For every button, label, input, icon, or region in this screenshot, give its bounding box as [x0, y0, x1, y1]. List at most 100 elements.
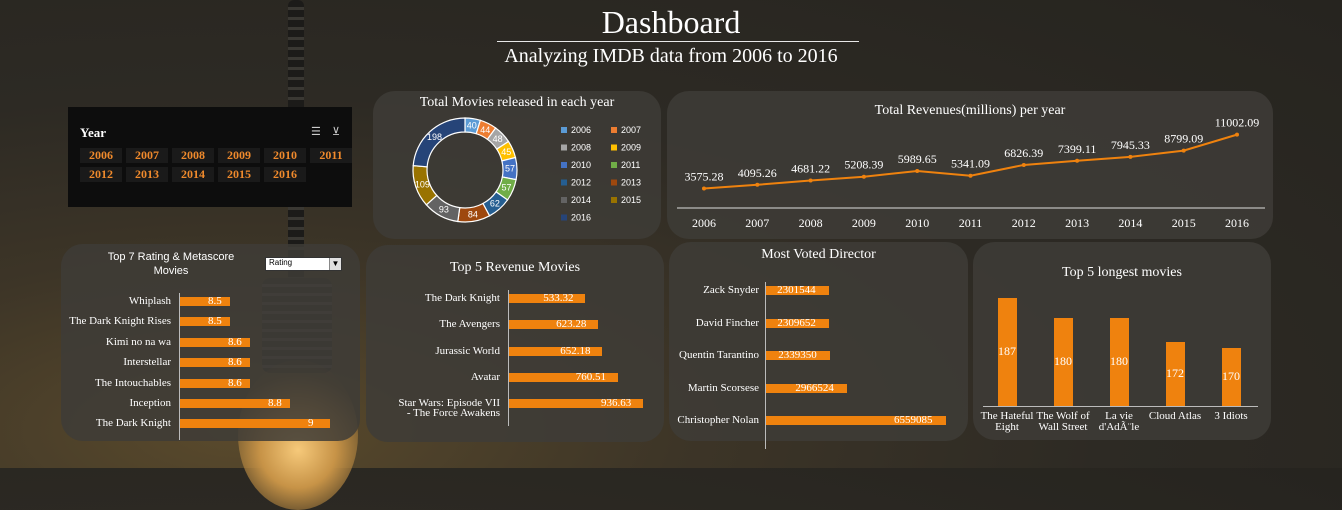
- y-axis-line: [179, 293, 180, 440]
- revenue-label-2014: 7945.33: [1111, 138, 1150, 152]
- year-button-2010[interactable]: 2010: [264, 148, 306, 163]
- legend-label-2012: 2012: [571, 178, 591, 188]
- bar: [509, 346, 603, 356]
- clear-filter-icon[interactable]: ⊻: [332, 126, 341, 138]
- revenue-label-2007: 4095.26: [738, 166, 777, 180]
- revenue-label-2009: 5208.39: [844, 158, 883, 172]
- bar: [180, 297, 230, 306]
- bar-value-label: 6559085: [894, 414, 933, 426]
- bar-category-label: The Intouchables: [94, 376, 171, 389]
- legend-label-2011: 2011: [621, 160, 640, 170]
- most-voted-director-title: Most Voted Director: [761, 247, 876, 262]
- top-revenue-panel: Top 5 Revenue Movies The Dark Knight 533.…: [366, 245, 664, 442]
- year-button-2013[interactable]: 2013: [126, 167, 168, 182]
- most-voted-director-panel: Most Voted Director Zack Snyder 2301544 Da…: [669, 242, 968, 449]
- legend-label-2016: 2016: [571, 213, 591, 223]
- bar-category-label: The Dark Knight: [95, 417, 171, 430]
- longest-movies-panel: Top 5 longest movies 187 The Hateful Eigh…: [973, 242, 1271, 440]
- bar-value-label: 8.5: [208, 315, 222, 328]
- bar-value-label: 9: [308, 417, 314, 430]
- y-axis-line: [508, 290, 509, 426]
- legend-label-2013: 2013: [621, 178, 641, 188]
- bar: [180, 317, 230, 327]
- revenue-per-year-title: Total Revenues(millions) per year: [874, 103, 1066, 118]
- legend-label-2006: 2006: [571, 125, 591, 135]
- bar: [766, 351, 831, 360]
- legend-label-2010: 2010: [571, 160, 591, 170]
- donut-label-2016: 198: [427, 132, 442, 142]
- legend-swatch-2008: [561, 144, 567, 151]
- top-rating-panel: Top 7 Rating & Metascore Movies Whiplash…: [61, 244, 360, 441]
- legend-swatch-2011: [611, 162, 617, 168]
- revenue-label-2016: 11002.09: [1215, 116, 1260, 130]
- bar: [1110, 318, 1129, 406]
- x-tick-2016: 2016: [1225, 216, 1249, 230]
- bar-value-label: 2966524: [795, 381, 834, 394]
- year-button-2011[interactable]: 2011: [310, 148, 352, 163]
- legend-swatch-2016: [561, 214, 567, 221]
- bar: [1054, 318, 1073, 406]
- bar-value-label: 8.6: [228, 335, 242, 348]
- x-tick-2006: 2006: [692, 216, 716, 230]
- bar: [509, 320, 599, 330]
- donut-label-2009: 45: [501, 147, 511, 157]
- revenue-point-2007: [755, 182, 760, 187]
- bar-category-label: The Dark Knight Rises: [69, 315, 171, 328]
- legend-swatch-2007: [611, 127, 617, 133]
- multi-select-icon[interactable]: ☰: [311, 126, 321, 138]
- year-button-2006[interactable]: 2006: [80, 148, 122, 163]
- legend-label-2008: 2008: [571, 143, 591, 153]
- year-button-2009[interactable]: 2009: [218, 148, 260, 163]
- donut-label-2012: 62: [490, 199, 500, 209]
- revenue-point-2015: [1181, 148, 1186, 153]
- bar-value-label: 8.8: [268, 397, 282, 409]
- year-button-2014[interactable]: 2014: [172, 167, 214, 182]
- bar: [998, 298, 1017, 406]
- bar-value-label: 533.32: [543, 292, 574, 304]
- legend-label-2015: 2015: [621, 195, 641, 205]
- revenue-label-2010: 5989.65: [898, 152, 937, 166]
- year-button-2008[interactable]: 2008: [172, 148, 214, 163]
- bar-value-label: 2309652: [777, 316, 816, 329]
- bar-value-label: 936.63: [601, 397, 632, 410]
- chevron-down-icon: ▼: [329, 258, 341, 270]
- bar-category-label: Jurassic World: [435, 344, 500, 357]
- bar: [509, 399, 643, 409]
- bar-value-label: 170: [1222, 368, 1240, 383]
- year-button-2016[interactable]: 2016: [264, 167, 306, 182]
- movies-per-year-panel: Total Movies released in each year 40 44 4…: [373, 91, 661, 239]
- year-button-2007[interactable]: 2007: [126, 148, 168, 163]
- donut-label-2010: 57: [505, 164, 515, 174]
- bar: [180, 378, 250, 388]
- bar-category-label: The Hateful Eight: [980, 410, 1034, 433]
- x-tick-2010: 2010: [905, 216, 929, 230]
- bar-value-label: 180: [1110, 354, 1128, 369]
- bar-value-label: 2339350: [778, 349, 817, 361]
- bar-value-label: 623.28: [556, 318, 587, 331]
- year-button-2012[interactable]: 2012: [80, 167, 122, 182]
- legend-swatch-2006: [561, 127, 567, 133]
- bar: [766, 318, 830, 328]
- revenue-line-chart: 3575.28 2006 4095.26 2007 4681.22 2008 5208.39…: [677, 116, 1265, 230]
- rating-metric-dropdown[interactable]: Rating ▼: [265, 257, 342, 271]
- bar-category-label: The Wolf of Wall Street: [1036, 410, 1090, 433]
- dashboard-subtitle: Analyzing IMDB data from 2006 to 2016: [504, 45, 838, 67]
- donut-label-2008: 48: [493, 134, 503, 144]
- legend-swatch-2013: [611, 179, 617, 186]
- revenue-label-2012: 6826.39: [1004, 146, 1043, 160]
- bar-category-label: 3 Idiots: [1214, 410, 1248, 422]
- revenue-point-2013: [1075, 158, 1080, 163]
- revenue-label-2008: 4681.22: [791, 162, 830, 176]
- legend-swatch-2012: [561, 179, 567, 186]
- legend-swatch-2010: [561, 162, 567, 168]
- x-tick-2007: 2007: [745, 216, 769, 230]
- bar: [180, 358, 250, 368]
- bar-category-label: Zack Snyder: [703, 284, 759, 296]
- year-button-2015[interactable]: 2015: [218, 167, 260, 182]
- bar: [1222, 347, 1241, 406]
- legend-label-2009: 2009: [621, 143, 641, 153]
- revenue-point-2012: [1021, 162, 1026, 167]
- x-tick-2008: 2008: [799, 216, 823, 230]
- bar-category-label: Avatar: [470, 370, 500, 383]
